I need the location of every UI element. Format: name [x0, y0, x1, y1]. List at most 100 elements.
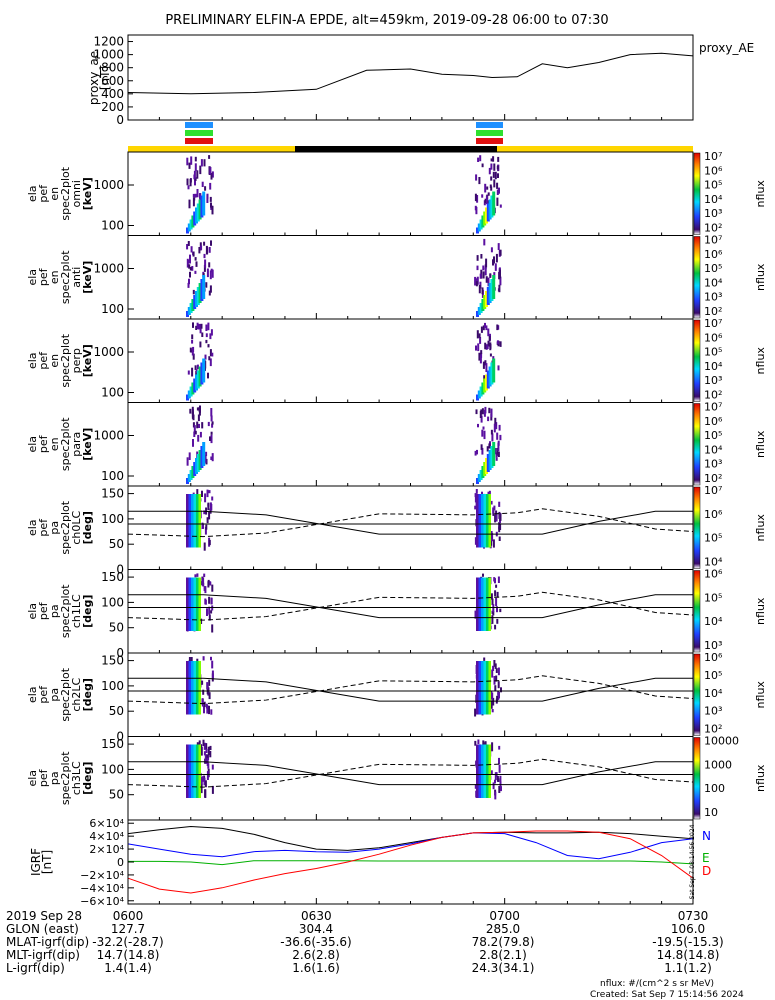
- flux-pixel: [205, 743, 208, 750]
- flux-pixel: [189, 219, 193, 230]
- flux-pixel: [200, 784, 203, 794]
- colorbar-tick-label: 10⁷: [704, 317, 722, 330]
- flux-pixel: [480, 350, 483, 355]
- flux-pixel: [476, 577, 479, 631]
- flux-pixel: [486, 744, 489, 798]
- flux-pixel: [207, 503, 210, 507]
- panel-ytick-label: 100: [101, 595, 124, 609]
- flux-pixel: [197, 434, 200, 442]
- flux-pixel: [210, 172, 213, 180]
- flux-pixel: [208, 290, 211, 296]
- panel-ytick-label: 0: [116, 730, 124, 744]
- flux-pixel: [203, 751, 206, 756]
- flux-pixel: [191, 406, 194, 415]
- flux-pixel: [476, 394, 479, 401]
- flux-pixel: [187, 307, 191, 315]
- flux-pixel: [484, 342, 487, 350]
- flux-pixel: [481, 382, 485, 395]
- flux-pixel: [486, 494, 489, 548]
- panel-ylabel: omni: [70, 180, 83, 207]
- flux-pixel: [201, 422, 204, 429]
- flux-pixel: [481, 429, 484, 437]
- flux-pixel: [490, 408, 493, 418]
- colorbar-tick-label: 10⁶: [704, 164, 723, 177]
- flux-pixel: [190, 349, 193, 353]
- flux-pixel: [497, 667, 500, 676]
- flux-pixel: [198, 366, 202, 387]
- flux-pixel: [204, 493, 207, 503]
- panel-ytick-label: 100: [101, 469, 124, 483]
- colorbar-label: nflux: [754, 430, 767, 458]
- flux-pixel: [209, 358, 212, 367]
- panel-ylabel: [keV]: [81, 428, 94, 461]
- panel-ytick-label: 0: [116, 563, 124, 577]
- flux-pixel: [205, 524, 208, 530]
- flux-pixel: [488, 443, 491, 449]
- flux-pixel: [499, 269, 501, 279]
- proxy-ae-legend: proxy_AE: [699, 41, 754, 55]
- flux-pixel: [204, 259, 207, 268]
- proxy-ae-ytick-label: 1200: [93, 35, 124, 49]
- proxy-ae-ytick-label: 600: [101, 74, 124, 88]
- flux-pixel: [192, 422, 195, 428]
- flux-pixel: [189, 470, 193, 480]
- flux-pixel: [500, 786, 502, 792]
- l-0600: 1.4(1.4): [104, 961, 152, 975]
- flux-pixel: [194, 177, 196, 186]
- flux-pixel: [190, 156, 193, 165]
- flux-pixel: [202, 191, 206, 216]
- flux-pixel: [481, 447, 484, 455]
- flux-pixel: [202, 275, 206, 299]
- science-zone-bar-1-blue: [185, 122, 213, 128]
- flux-pixel: [193, 295, 197, 309]
- flux-pixel: [495, 675, 498, 682]
- panel-ylabel: ela: [26, 352, 39, 369]
- flux-pixel: [204, 754, 207, 761]
- flux-pixel: [479, 219, 483, 230]
- flux-pixel: [210, 598, 213, 605]
- flux-pixel: [483, 494, 486, 548]
- colorbar-tick-label: 10⁵: [704, 429, 722, 442]
- panel-ylabel: pef: [37, 267, 50, 286]
- igrf-series-line: [127, 830, 694, 894]
- flux-pixel: [481, 299, 485, 311]
- flux-pixel: [192, 353, 195, 360]
- flux-pixel: [488, 450, 492, 470]
- flux-pixel: [475, 409, 478, 415]
- flux-pixel: [482, 361, 485, 369]
- colorbar-tick-label: 10⁷: [704, 401, 722, 414]
- flux-pixel: [478, 661, 481, 715]
- flux-pixel: [207, 421, 210, 427]
- flux-pixel: [476, 311, 479, 317]
- flux-pixel: [483, 657, 486, 661]
- flux-pixel: [191, 744, 194, 798]
- flux-pixel: [498, 757, 500, 765]
- panel-ytick-label: 1000: [93, 345, 124, 359]
- flux-pixel: [207, 322, 210, 331]
- flux-pixel: [189, 303, 193, 313]
- flux-pixel: [205, 748, 208, 753]
- panel-frame: [127, 402, 694, 487]
- flux-pixel: [481, 408, 484, 415]
- panel-ytick-label: 100: [101, 219, 124, 233]
- flux-pixel: [196, 744, 199, 798]
- flux-pixel: [474, 493, 477, 503]
- flux-pixel: [488, 199, 492, 220]
- flux-pixel: [196, 421, 199, 429]
- flux-pixel: [192, 193, 195, 198]
- flux-pixel: [193, 744, 196, 798]
- flux-pixel: [483, 577, 486, 631]
- flux-pixel: [498, 284, 501, 293]
- flux-pixel: [198, 494, 201, 548]
- loss-cone-line: [128, 510, 693, 535]
- flux-pixel: [493, 660, 496, 667]
- flux-pixel: [498, 424, 501, 431]
- flux-pixel: [477, 157, 480, 162]
- flux-pixel: [200, 323, 203, 329]
- colorbar-tick-label: 10⁴: [704, 276, 723, 289]
- flux-pixel: [202, 577, 205, 586]
- flux-pixel: [198, 661, 201, 715]
